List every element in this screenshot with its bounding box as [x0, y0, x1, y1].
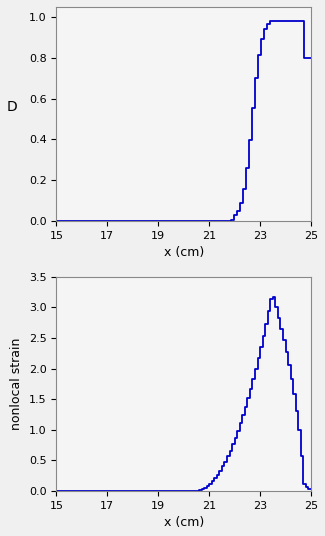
Y-axis label: nonlocal strain: nonlocal strain: [10, 338, 23, 430]
X-axis label: x (cm): x (cm): [163, 246, 204, 259]
X-axis label: x (cm): x (cm): [163, 516, 204, 529]
Y-axis label: D: D: [7, 100, 18, 114]
